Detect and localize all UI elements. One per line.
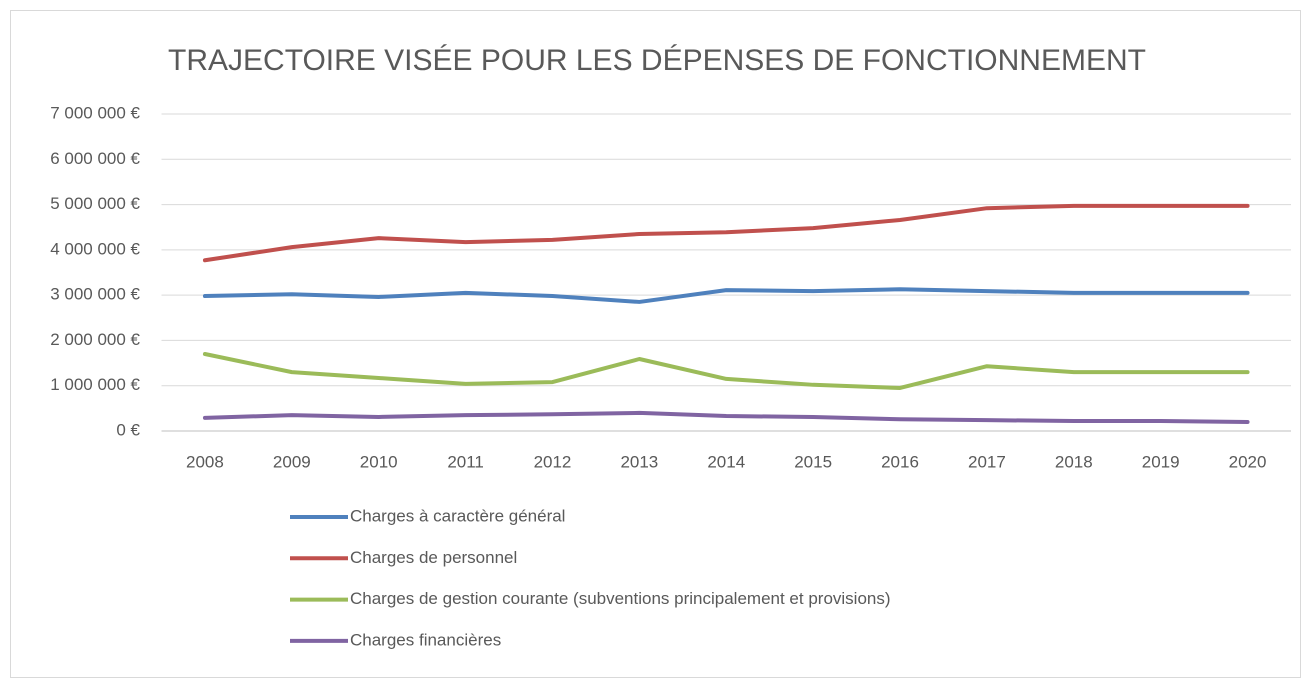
legend-label: Charges de gestion courante (subventions… xyxy=(350,589,891,608)
chart-frame xyxy=(10,10,1301,678)
x-tick-label: 2014 xyxy=(707,452,745,471)
x-tick-label: 2011 xyxy=(447,452,484,471)
x-tick-label: 2020 xyxy=(1229,452,1267,471)
x-tick-label: 2010 xyxy=(360,452,398,471)
x-tick-label: 2016 xyxy=(881,452,919,471)
x-tick-label: 2015 xyxy=(794,452,832,471)
x-tick-label: 2013 xyxy=(620,452,658,471)
y-tick-label: 3 000 000 € xyxy=(50,285,140,304)
y-tick-label: 4 000 000 € xyxy=(50,239,140,258)
y-tick-label: 2 000 000 € xyxy=(50,330,140,349)
series-line xyxy=(202,203,1250,263)
legend-label: Charges à caractère général xyxy=(350,506,565,525)
legend-label: Charges de personnel xyxy=(350,548,517,567)
legend-label: Charges financières xyxy=(350,630,501,649)
y-tick-label: 1 000 000 € xyxy=(50,375,140,394)
x-tick-label: 2008 xyxy=(186,452,224,471)
series-line xyxy=(202,352,1250,390)
y-tick-label: 5 000 000 € xyxy=(50,194,140,213)
series-line xyxy=(202,410,1250,424)
y-tick-label: 7 000 000 € xyxy=(50,103,140,122)
y-tick-label: 0 € xyxy=(116,420,140,439)
y-tick-label: 6 000 000 € xyxy=(50,149,140,168)
x-tick-label: 2009 xyxy=(273,452,311,471)
chart-title: TRAJECTOIRE VISÉE POUR LES DÉPENSES DE F… xyxy=(168,44,1146,77)
series-line xyxy=(202,287,1250,304)
x-tick-label: 2018 xyxy=(1055,452,1093,471)
x-tick-label: 2012 xyxy=(534,452,572,471)
x-tick-label: 2019 xyxy=(1142,452,1180,471)
x-tick-label: 2017 xyxy=(968,452,1006,471)
